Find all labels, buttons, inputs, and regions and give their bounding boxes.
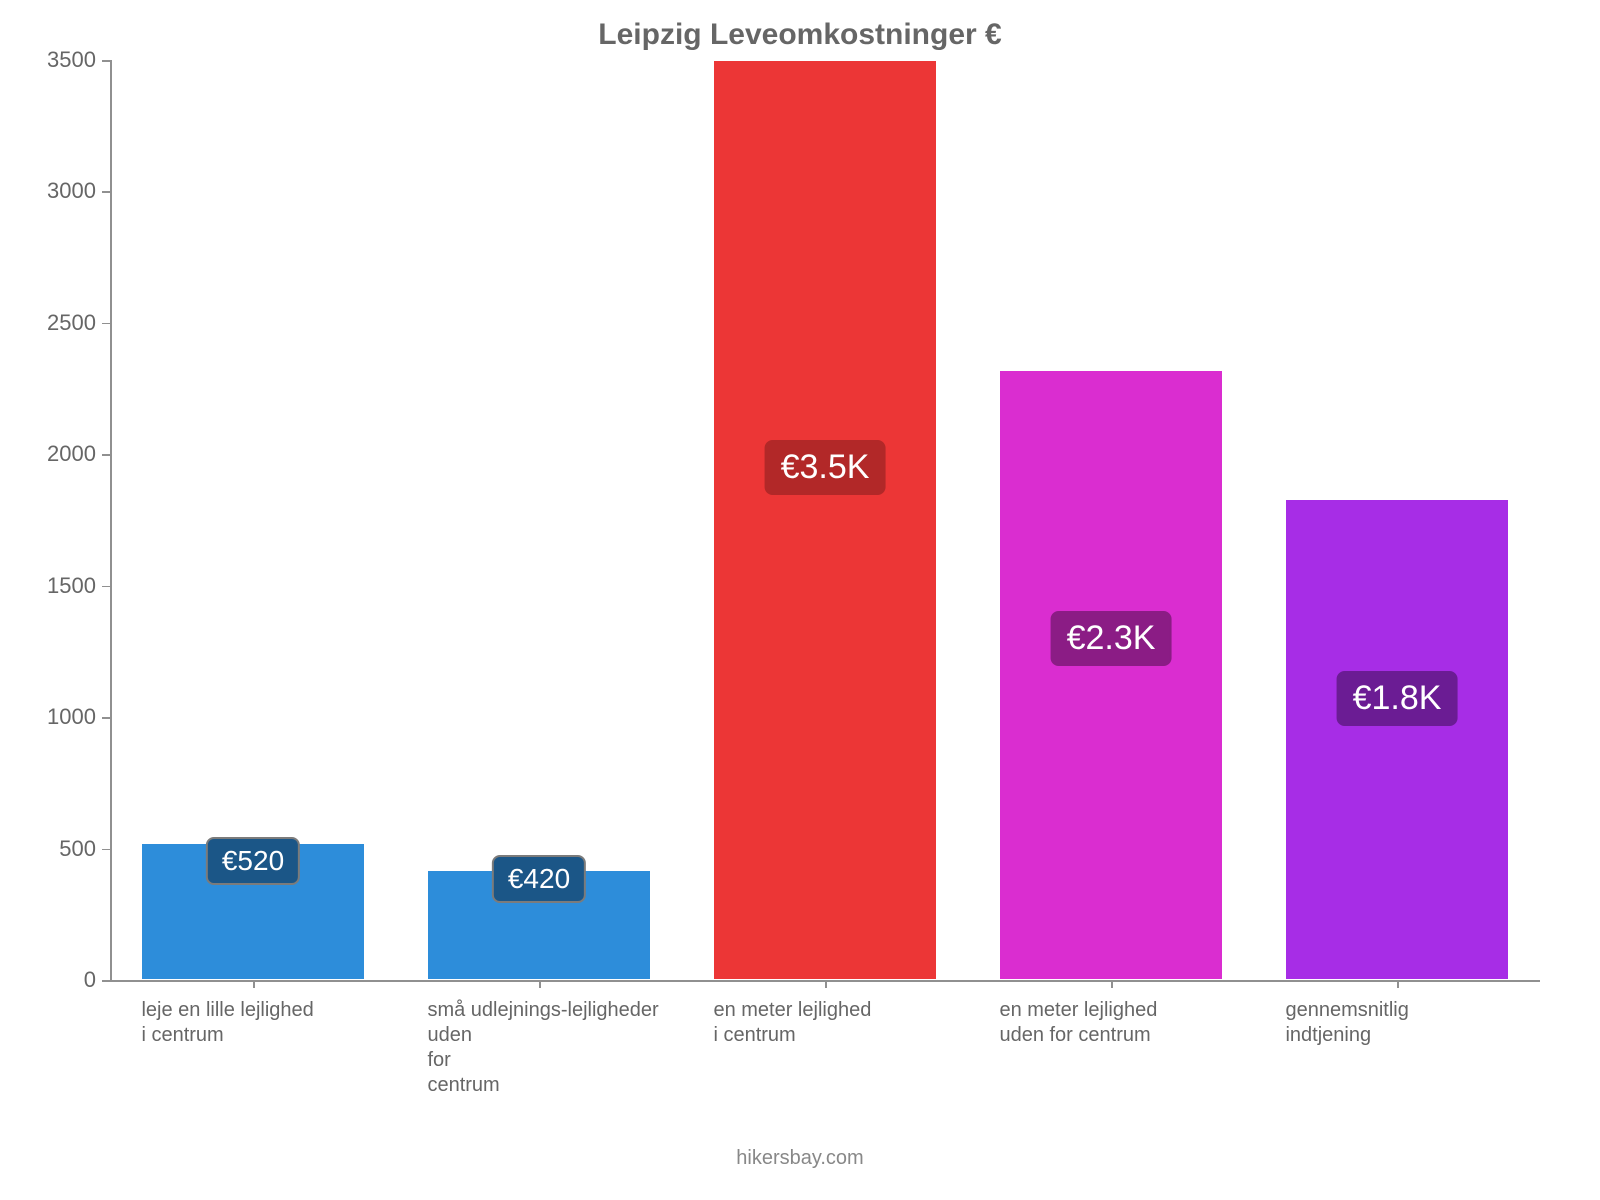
value-badge: €1.8K [1337,671,1458,726]
x-tick [825,980,827,988]
y-tick [102,717,110,719]
x-label-line: i centrum [713,1023,976,1048]
x-label-line: uden [427,1023,690,1048]
y-tick [102,323,110,325]
y-tick [102,454,110,456]
value-badge: €520 [206,837,300,885]
y-tick-label: 2500 [12,310,96,336]
bar [999,370,1222,980]
x-label-line: en meter lejlighed [999,998,1262,1023]
y-tick-label: 2000 [12,441,96,467]
x-tick [253,980,255,988]
x-label: en meter lejligheduden for centrum [999,998,1262,1048]
bar [713,60,936,980]
y-tick [102,849,110,851]
x-label-line: centrum [427,1073,690,1098]
x-label: små udlejnings-lejlighederudenforcentrum [427,998,690,1098]
y-tick-label: 500 [12,836,96,862]
y-axis [110,60,112,980]
y-tick-label: 0 [12,967,96,993]
x-label-line: uden for centrum [999,1023,1262,1048]
value-badge: €420 [492,855,586,903]
x-label-line: for [427,1048,690,1073]
x-label: leje en lille lejlighedi centrum [141,998,404,1048]
x-label-line: indtjening [1285,1023,1548,1048]
y-tick-label: 1000 [12,704,96,730]
y-tick [102,191,110,193]
x-label-line: små udlejnings-lejligheder [427,998,690,1023]
x-label-line: leje en lille lejlighed [141,998,404,1023]
x-label-line: en meter lejlighed [713,998,976,1023]
x-label-line: i centrum [141,1023,404,1048]
x-tick [539,980,541,988]
attribution: hikersbay.com [0,1147,1600,1170]
bar [1285,499,1508,980]
x-label: en meter lejlighedi centrum [713,998,976,1048]
y-tick [102,980,110,982]
x-label-line: gennemsnitlig [1285,998,1548,1023]
x-tick [1397,980,1399,988]
x-label: gennemsnitligindtjening [1285,998,1548,1048]
x-tick [1111,980,1113,988]
value-badge: €3.5K [765,440,886,495]
y-tick-label: 1500 [12,573,96,599]
y-tick [102,60,110,62]
y-tick-label: 3500 [12,47,96,73]
chart-container: Leipzig Leveomkostninger € 0500100015002… [0,0,1600,1200]
plot-area: 0500100015002000250030003500€520leje en … [110,60,1540,980]
value-badge: €2.3K [1051,611,1172,666]
y-tick-label: 3000 [12,178,96,204]
y-tick [102,586,110,588]
chart-title: Leipzig Leveomkostninger € [0,18,1600,52]
